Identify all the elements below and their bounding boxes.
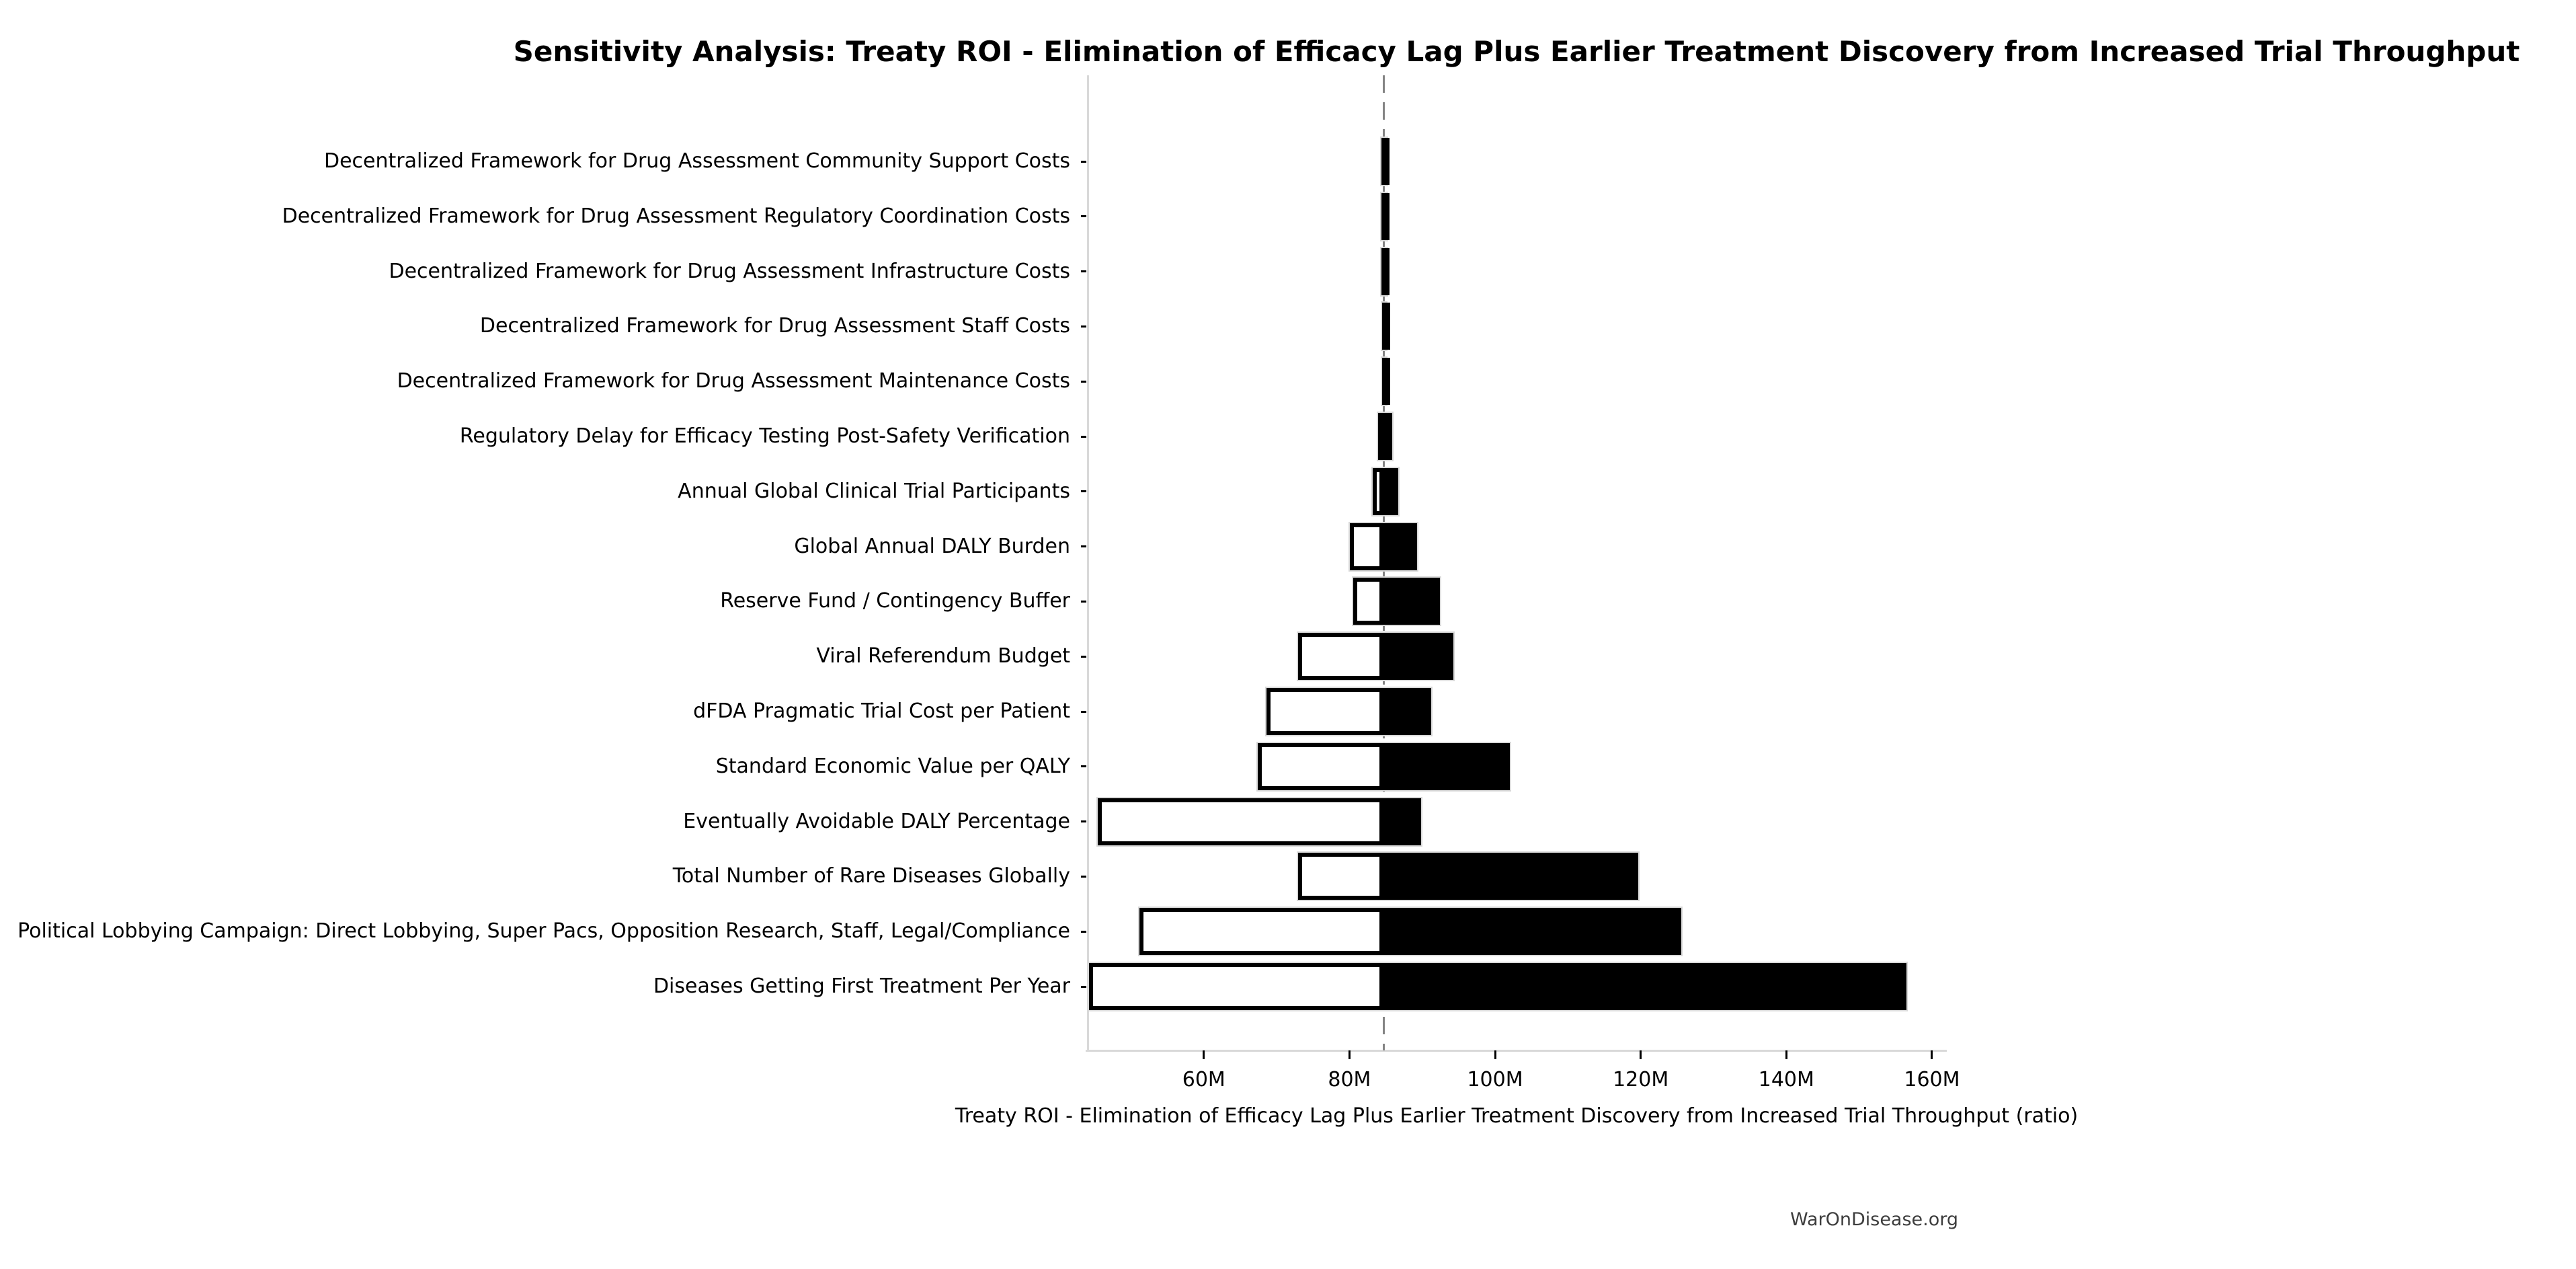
y-axis-label: Global Annual DALY Burden xyxy=(794,534,1070,558)
tornado-bar xyxy=(1297,633,1454,681)
bar-low-segment xyxy=(1350,523,1384,570)
brand-footer: WarOnDisease.org xyxy=(1789,1209,1959,1230)
chart-title: Sensitivity Analysis: Treaty ROI - Elimi… xyxy=(513,35,2520,68)
y-axis-label: Total Number of Rare Diseases Globally xyxy=(672,864,1070,888)
bar-low-segment xyxy=(1088,963,1384,1010)
y-axis-tick xyxy=(1081,930,1086,933)
bar-high-segment xyxy=(1383,247,1387,295)
x-axis-tick xyxy=(1640,1050,1642,1059)
bar-low-segment xyxy=(1139,908,1384,956)
y-axis-tick xyxy=(1081,875,1086,878)
y-axis-label: dFDA Pragmatic Trial Cost per Patient xyxy=(693,699,1070,723)
tornado-bar xyxy=(1381,192,1390,240)
x-axis-tick xyxy=(1494,1050,1496,1059)
tornado-bar xyxy=(1381,138,1390,185)
bar-low-segment xyxy=(1297,633,1384,681)
tornado-bar xyxy=(1382,303,1391,350)
tornado-bar xyxy=(1373,467,1398,515)
y-axis-label: Annual Global Clinical Trial Participant… xyxy=(678,479,1070,503)
tornado-bar xyxy=(1377,413,1393,460)
y-axis-tick xyxy=(1081,710,1086,713)
y-axis-label: Regulatory Delay for Efficacy Testing Po… xyxy=(459,424,1070,448)
y-axis-label: Viral Referendum Budget xyxy=(816,644,1070,668)
y-axis-label: Decentralized Framework for Drug Assessm… xyxy=(389,259,1070,283)
bar-high-segment xyxy=(1383,413,1393,460)
x-axis-tick-label: 140M xyxy=(1758,1068,1814,1091)
tornado-bar xyxy=(1350,523,1418,570)
x-axis-tick xyxy=(1931,1050,1933,1059)
bar-high-segment xyxy=(1383,798,1421,845)
x-axis-tick xyxy=(1785,1050,1787,1059)
bar-high-segment xyxy=(1383,467,1398,515)
bar-high-segment xyxy=(1383,578,1440,625)
bar-high-segment xyxy=(1383,192,1387,240)
bar-low-segment xyxy=(1297,853,1384,900)
bar-high-segment xyxy=(1383,963,1907,1010)
bar-low-segment xyxy=(1257,742,1384,790)
y-axis-tick xyxy=(1081,325,1086,328)
bar-low-segment xyxy=(1373,467,1384,515)
bar-high-segment xyxy=(1383,688,1431,735)
bar-low-segment xyxy=(1266,688,1384,735)
tornado-bar xyxy=(1097,798,1421,845)
x-axis-tick-label: 60M xyxy=(1182,1068,1225,1091)
tornado-bar xyxy=(1088,963,1907,1010)
y-axis-tick xyxy=(1081,765,1086,768)
y-axis-label: Standard Economic Value per QALY xyxy=(715,754,1070,778)
bar-high-segment xyxy=(1383,303,1386,350)
x-axis-tick-label: 160M xyxy=(1904,1068,1960,1091)
y-axis-spine xyxy=(1087,75,1089,1051)
bar-high-segment xyxy=(1383,742,1510,790)
bar-high-segment xyxy=(1383,908,1682,956)
y-axis-label: Decentralized Framework for Drug Assessm… xyxy=(324,149,1070,173)
tornado-bar xyxy=(1266,688,1431,735)
y-axis-tick xyxy=(1081,985,1086,988)
y-axis-label: Reserve Fund / Contingency Buffer xyxy=(720,589,1070,613)
y-axis-label: Political Lobbying Campaign: Direct Lobb… xyxy=(17,919,1070,944)
y-axis-tick xyxy=(1081,545,1086,548)
y-axis-tick xyxy=(1081,820,1086,823)
x-axis-tick xyxy=(1348,1050,1351,1059)
y-axis-label: Eventually Avoidable DALY Percentage xyxy=(683,809,1070,833)
x-axis-tick-label: 80M xyxy=(1328,1068,1371,1091)
y-axis-label: Diseases Getting First Treatment Per Yea… xyxy=(653,974,1070,998)
x-axis-tick-label: 100M xyxy=(1467,1068,1523,1091)
tornado-bar xyxy=(1381,247,1390,295)
x-axis-tick-label: 120M xyxy=(1613,1068,1669,1091)
x-axis-label: Treaty ROI - Elimination of Efficacy Lag… xyxy=(955,1104,2079,1128)
x-axis-spine xyxy=(1086,1050,1947,1052)
tornado-bar xyxy=(1353,578,1440,625)
tornado-bar xyxy=(1139,908,1682,956)
y-axis-tick xyxy=(1081,215,1086,218)
y-axis-tick xyxy=(1081,655,1086,658)
bar-high-segment xyxy=(1383,138,1387,185)
y-axis-tick xyxy=(1081,435,1086,438)
bar-high-segment xyxy=(1383,523,1418,570)
y-axis-label: Decentralized Framework for Drug Assessm… xyxy=(397,369,1070,393)
bar-high-segment xyxy=(1383,358,1386,406)
tornado-bar xyxy=(1382,358,1391,406)
y-axis-label: Decentralized Framework for Drug Assessm… xyxy=(282,204,1070,228)
y-axis-tick xyxy=(1081,270,1086,273)
y-axis-tick xyxy=(1081,490,1086,493)
tornado-bar xyxy=(1257,742,1510,790)
x-axis-tick xyxy=(1203,1050,1205,1059)
y-axis-tick xyxy=(1081,380,1086,383)
y-axis-tick xyxy=(1081,600,1086,603)
y-axis-label: Decentralized Framework for Drug Assessm… xyxy=(479,314,1070,338)
tornado-bar xyxy=(1297,853,1639,900)
y-axis-tick xyxy=(1081,160,1086,163)
bar-low-segment xyxy=(1353,578,1384,625)
bar-high-segment xyxy=(1383,633,1454,681)
bar-high-segment xyxy=(1383,853,1639,900)
bar-low-segment xyxy=(1097,798,1384,845)
